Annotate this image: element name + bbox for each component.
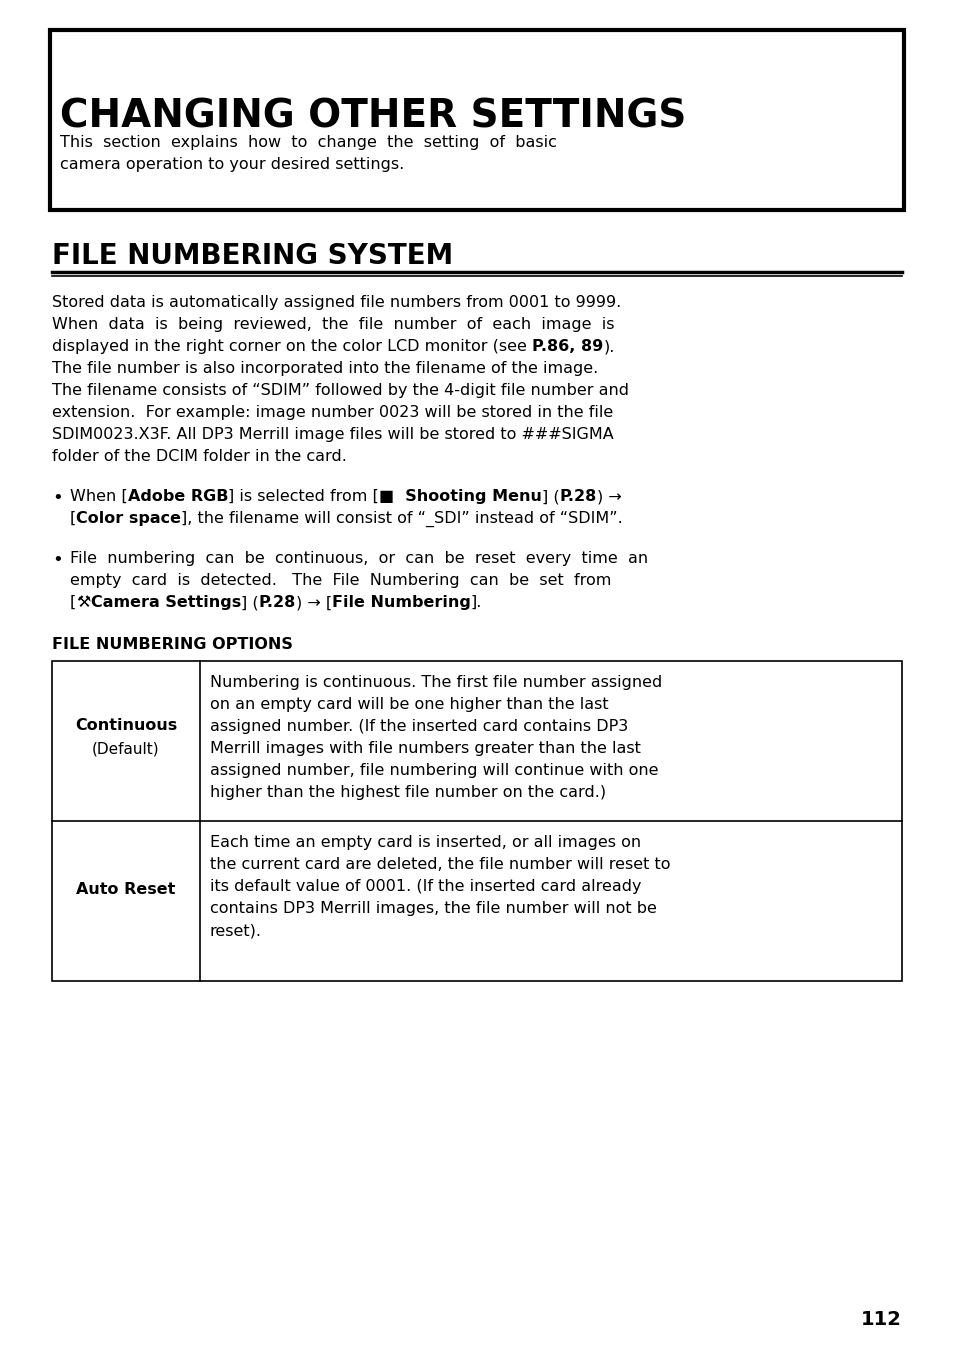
- Text: on an empty card will be one higher than the last: on an empty card will be one higher than…: [210, 697, 608, 712]
- Text: CHANGING OTHER SETTINGS: CHANGING OTHER SETTINGS: [60, 98, 685, 136]
- Text: folder of the DCIM folder in the card.: folder of the DCIM folder in the card.: [52, 449, 347, 464]
- Text: ■: ■: [378, 489, 394, 504]
- Text: ).: ).: [602, 338, 614, 355]
- Text: the current card are deleted, the file number will reset to: the current card are deleted, the file n…: [210, 857, 670, 872]
- Text: P.28: P.28: [258, 594, 295, 611]
- Text: P.86, 89: P.86, 89: [532, 338, 602, 355]
- Text: •: •: [52, 489, 63, 507]
- Text: When [: When [: [70, 489, 128, 504]
- Bar: [52, 661, 901, 981]
- Text: The filename consists of “SDIM” followed by the 4-digit file number and: The filename consists of “SDIM” followed…: [52, 383, 628, 398]
- Text: Merrill images with file numbers greater than the last: Merrill images with file numbers greater…: [210, 741, 640, 756]
- Text: assigned number. (If the inserted card contains DP3: assigned number. (If the inserted card c…: [210, 718, 628, 735]
- Text: camera operation to your desired settings.: camera operation to your desired setting…: [60, 156, 404, 173]
- FancyBboxPatch shape: [50, 30, 903, 210]
- Text: When  data  is  being  reviewed,  the  file  number  of  each  image  is: When data is being reviewed, the file nu…: [52, 317, 614, 332]
- Text: ].: ].: [470, 594, 481, 611]
- Text: [: [: [70, 594, 76, 611]
- Text: ] (: ] (: [541, 489, 558, 504]
- Text: reset).: reset).: [210, 923, 262, 938]
- Text: Continuous: Continuous: [74, 718, 177, 733]
- Text: FILE NUMBERING SYSTEM: FILE NUMBERING SYSTEM: [52, 243, 453, 270]
- Text: its default value of 0001. (If the inserted card already: its default value of 0001. (If the inser…: [210, 879, 640, 894]
- Text: P.28: P.28: [558, 489, 597, 504]
- Text: File  numbering  can  be  continuous,  or  can  be  reset  every  time  an: File numbering can be continuous, or can…: [70, 551, 647, 566]
- Text: Shooting Menu: Shooting Menu: [394, 489, 541, 504]
- Text: higher than the highest file number on the card.): higher than the highest file number on t…: [210, 785, 605, 799]
- Text: empty  card  is  detected.   The  File  Numbering  can  be  set  from: empty card is detected. The File Numberi…: [70, 573, 611, 588]
- Text: extension.  For example: image number 0023 will be stored in the file: extension. For example: image number 002…: [52, 404, 613, 421]
- Text: ) →: ) →: [597, 489, 620, 504]
- Text: contains DP3 Merrill images, the file number will not be: contains DP3 Merrill images, the file nu…: [210, 900, 657, 917]
- Text: Camera Settings: Camera Settings: [91, 594, 240, 611]
- Text: ], the filename will consist of “_SDI” instead of “SDIM”.: ], the filename will consist of “_SDI” i…: [181, 511, 622, 527]
- Text: •: •: [52, 551, 63, 569]
- Text: ] is selected from [: ] is selected from [: [228, 489, 378, 504]
- Text: This  section  explains  how  to  change  the  setting  of  basic: This section explains how to change the …: [60, 135, 557, 150]
- Text: [: [: [70, 511, 76, 526]
- Text: (Default): (Default): [92, 741, 160, 756]
- Text: 112: 112: [861, 1310, 901, 1329]
- Text: displayed in the right corner on the color LCD monitor (see: displayed in the right corner on the col…: [52, 338, 532, 355]
- Text: SDIM0023.X3F. All DP3 Merrill image files will be stored to ###SIGMA: SDIM0023.X3F. All DP3 Merrill image file…: [52, 427, 613, 442]
- Text: Auto Reset: Auto Reset: [76, 882, 175, 896]
- Text: FILE NUMBERING OPTIONS: FILE NUMBERING OPTIONS: [52, 638, 293, 652]
- Text: File Numbering: File Numbering: [332, 594, 470, 611]
- Text: Each time an empty card is inserted, or all images on: Each time an empty card is inserted, or …: [210, 834, 640, 851]
- Text: Color space: Color space: [76, 511, 181, 526]
- Text: assigned number, file numbering will continue with one: assigned number, file numbering will con…: [210, 763, 658, 778]
- Text: ) → [: ) → [: [295, 594, 332, 611]
- Text: ] (: ] (: [240, 594, 258, 611]
- Text: ⚒: ⚒: [76, 594, 91, 611]
- Text: Stored data is automatically assigned file numbers from 0001 to 9999.: Stored data is automatically assigned fi…: [52, 295, 620, 310]
- Text: Numbering is continuous. The first file number assigned: Numbering is continuous. The first file …: [210, 675, 661, 690]
- Text: Adobe RGB: Adobe RGB: [128, 489, 228, 504]
- Text: The file number is also incorporated into the filename of the image.: The file number is also incorporated int…: [52, 361, 598, 376]
